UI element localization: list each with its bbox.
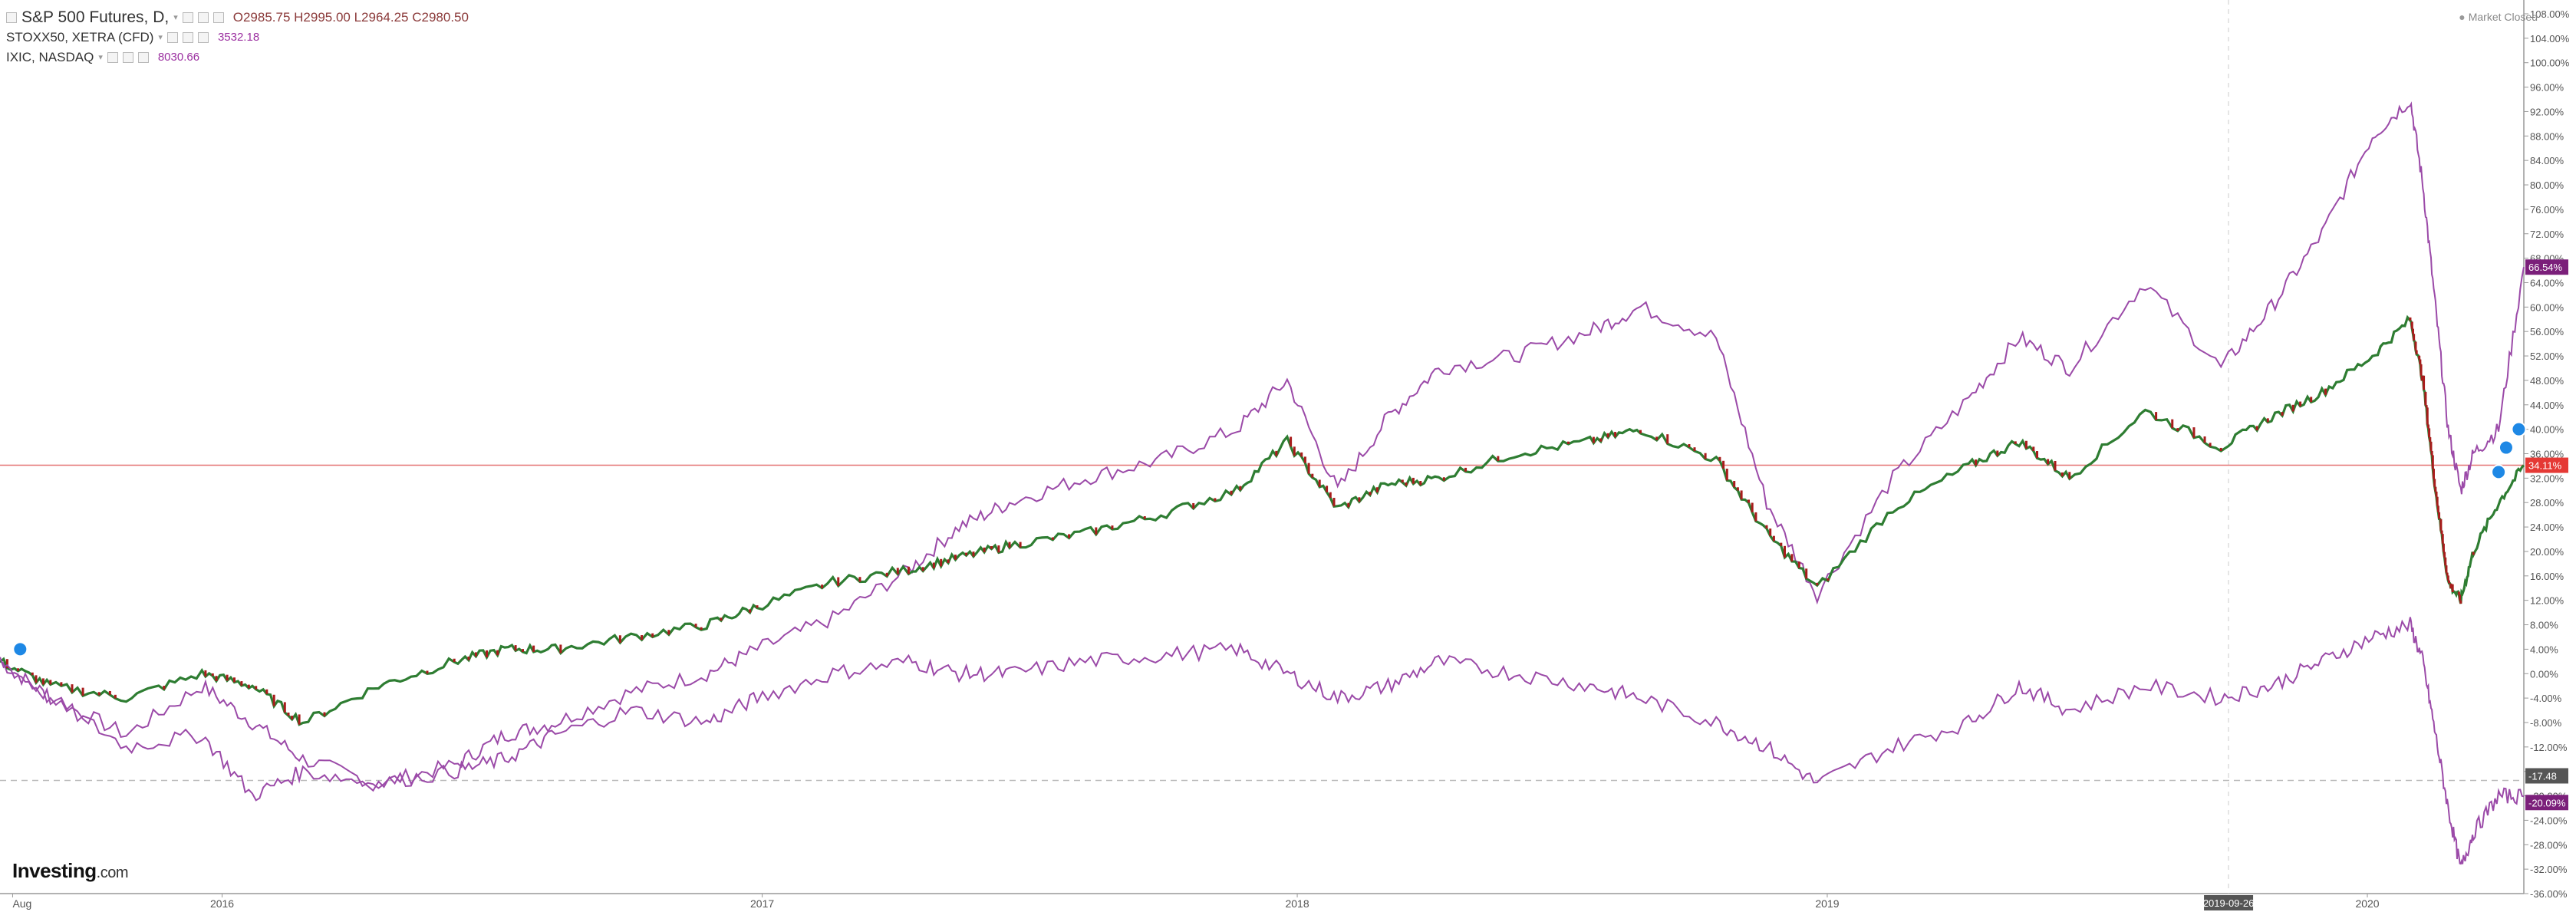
y-tick-label: 64.00% <box>2530 277 2564 288</box>
y-tick-label: 4.00% <box>2530 644 2558 655</box>
y-tick-label: 76.00% <box>2530 204 2564 216</box>
series-nasdaq-line <box>0 101 2525 789</box>
y-tick-label: -8.00% <box>2530 717 2562 729</box>
x-tick-label: 2016 <box>210 897 234 910</box>
close-box-icon[interactable] <box>212 12 224 23</box>
y-tick-label: 36.00% <box>2530 449 2564 460</box>
y-axis: 108.00% 104.00% 100.00% 96.00% 92.00% 88.00% 8… <box>2523 0 2570 900</box>
price-labels: 66.54% 34.11% -17.48 -20.09% <box>12 259 2568 811</box>
y-tick-label: -4.00% <box>2530 693 2562 704</box>
y-tick-label: 80.00% <box>2530 179 2564 191</box>
price-label-sp500: 34.11% <box>2528 460 2562 472</box>
y-tick-label: 84.00% <box>2530 155 2564 166</box>
legend-series2-value: 3532.18 <box>217 31 260 44</box>
y-tick-label: -32.00% <box>2530 864 2568 875</box>
y-tick-label: 16.00% <box>2530 571 2564 582</box>
x-crosshair-box <box>2204 895 2254 910</box>
price-label-stoxx: -20.09% <box>2528 797 2566 808</box>
y-tick-label: 72.00% <box>2530 229 2564 240</box>
price-label-nasdaq: 66.54% <box>2528 262 2563 273</box>
y-tick-label: 60.00% <box>2530 301 2564 313</box>
eye-box-icon[interactable] <box>122 52 133 63</box>
y-tick-label: 40.00% <box>2530 424 2564 436</box>
price-label-box <box>2525 795 2568 811</box>
y-tick-label: 104.00% <box>2530 33 2570 44</box>
settings-box-icon[interactable] <box>182 12 193 23</box>
price-label-box <box>2525 259 2568 275</box>
event-marker-icon[interactable] <box>2498 440 2514 456</box>
y-tick-label: 88.00% <box>2530 130 2564 142</box>
eye-box-icon[interactable] <box>182 32 193 43</box>
legend-series3-label: IXIC, NASDAQ <box>6 50 94 64</box>
x-tick-label: 2017 <box>750 897 774 910</box>
y-tick-label: 56.00% <box>2530 326 2564 337</box>
y-tick-label: 96.00% <box>2530 82 2564 94</box>
y-tick-label: 48.00% <box>2530 375 2564 387</box>
legend-series3: IXIC, NASDAQ ▾ 8030.66 <box>6 48 469 67</box>
investing-logo: Investing.com <box>12 859 128 883</box>
y-tick-label: 92.00% <box>2530 106 2564 117</box>
series-sp500-line <box>0 314 2525 726</box>
y-tick-label: 12.00% <box>2530 595 2564 607</box>
x-tick-label: 2019 <box>1815 897 1839 910</box>
x-tick-label: Aug <box>12 897 31 910</box>
y-tick-label: 100.00% <box>2530 58 2570 69</box>
series-stoxx-line <box>0 617 2525 865</box>
price-label-box <box>2525 457 2568 473</box>
legend-main-title: S&P 500 Futures, D, <box>21 8 170 26</box>
logo-suffix: .com <box>96 864 129 881</box>
close-box-icon[interactable] <box>137 52 149 63</box>
price-label-dashed: -17.48 <box>2528 770 2557 782</box>
event-marker-icon[interactable] <box>2491 464 2507 480</box>
y-tick-label: -28.00% <box>2530 839 2568 851</box>
price-label-box <box>2525 768 2568 784</box>
series-sp500-candles <box>5 317 2475 725</box>
y-tick-label: 8.00% <box>2530 620 2558 631</box>
chevron-down-icon[interactable]: ▾ <box>173 13 178 22</box>
y-tick-label: -12.00% <box>2530 742 2568 753</box>
legend-main-ohlc: O2985.75 H2995.00 L2964.25 C2980.50 <box>232 10 469 25</box>
y-tick-label: 0.00% <box>2530 668 2558 680</box>
legend: S&P 500 Futures, D, ▾ O2985.75 H2995.00 … <box>6 8 469 67</box>
legend-series3-value: 8030.66 <box>157 51 200 64</box>
chevron-down-icon[interactable]: ▾ <box>158 33 163 42</box>
y-tick-label: 52.00% <box>2530 351 2564 362</box>
y-tick-label: 44.00% <box>2530 400 2564 411</box>
close-box-icon[interactable] <box>197 32 209 43</box>
legend-main: S&P 500 Futures, D, ▾ O2985.75 H2995.00 … <box>6 8 469 28</box>
y-tick-label: 20.00% <box>2530 546 2564 558</box>
collapse-icon[interactable] <box>6 12 17 23</box>
series-layer <box>0 101 2525 865</box>
eye-box-icon[interactable] <box>197 12 209 23</box>
legend-series2-label: STOXX50, XETRA (CFD) <box>6 30 154 44</box>
settings-box-icon[interactable] <box>166 32 178 43</box>
status-dot-icon: ● <box>2459 11 2466 23</box>
y-tick-label: -36.00% <box>2530 888 2568 900</box>
event-marker-icon[interactable] <box>2511 421 2527 437</box>
logo-brand: Investing <box>12 859 97 882</box>
chevron-down-icon[interactable]: ▾ <box>98 53 103 62</box>
y-tick-label: 24.00% <box>2530 522 2564 533</box>
market-status-text: Market Closed <box>2468 11 2538 23</box>
y-tick-label: -24.00% <box>2530 815 2568 826</box>
x-tick-label: 2018 <box>1285 897 1309 910</box>
market-status: ● Market Closed <box>2459 11 2538 23</box>
y-tick-label: 28.00% <box>2530 497 2564 509</box>
x-tick-label: 2020 <box>2355 897 2379 910</box>
settings-box-icon[interactable] <box>107 52 118 63</box>
y-tick-label: 108.00% <box>2530 8 2570 20</box>
x-axis: Aug 2016 2017 2018 2019 2019-09-26 2020 <box>0 0 2524 910</box>
x-tick-label: 2019-09-26 <box>2203 897 2255 909</box>
event-marker-icon[interactable] <box>12 641 28 657</box>
legend-series2: STOXX50, XETRA (CFD) ▾ 3532.18 <box>6 28 469 48</box>
y-tick-label: 32.00% <box>2530 472 2564 484</box>
